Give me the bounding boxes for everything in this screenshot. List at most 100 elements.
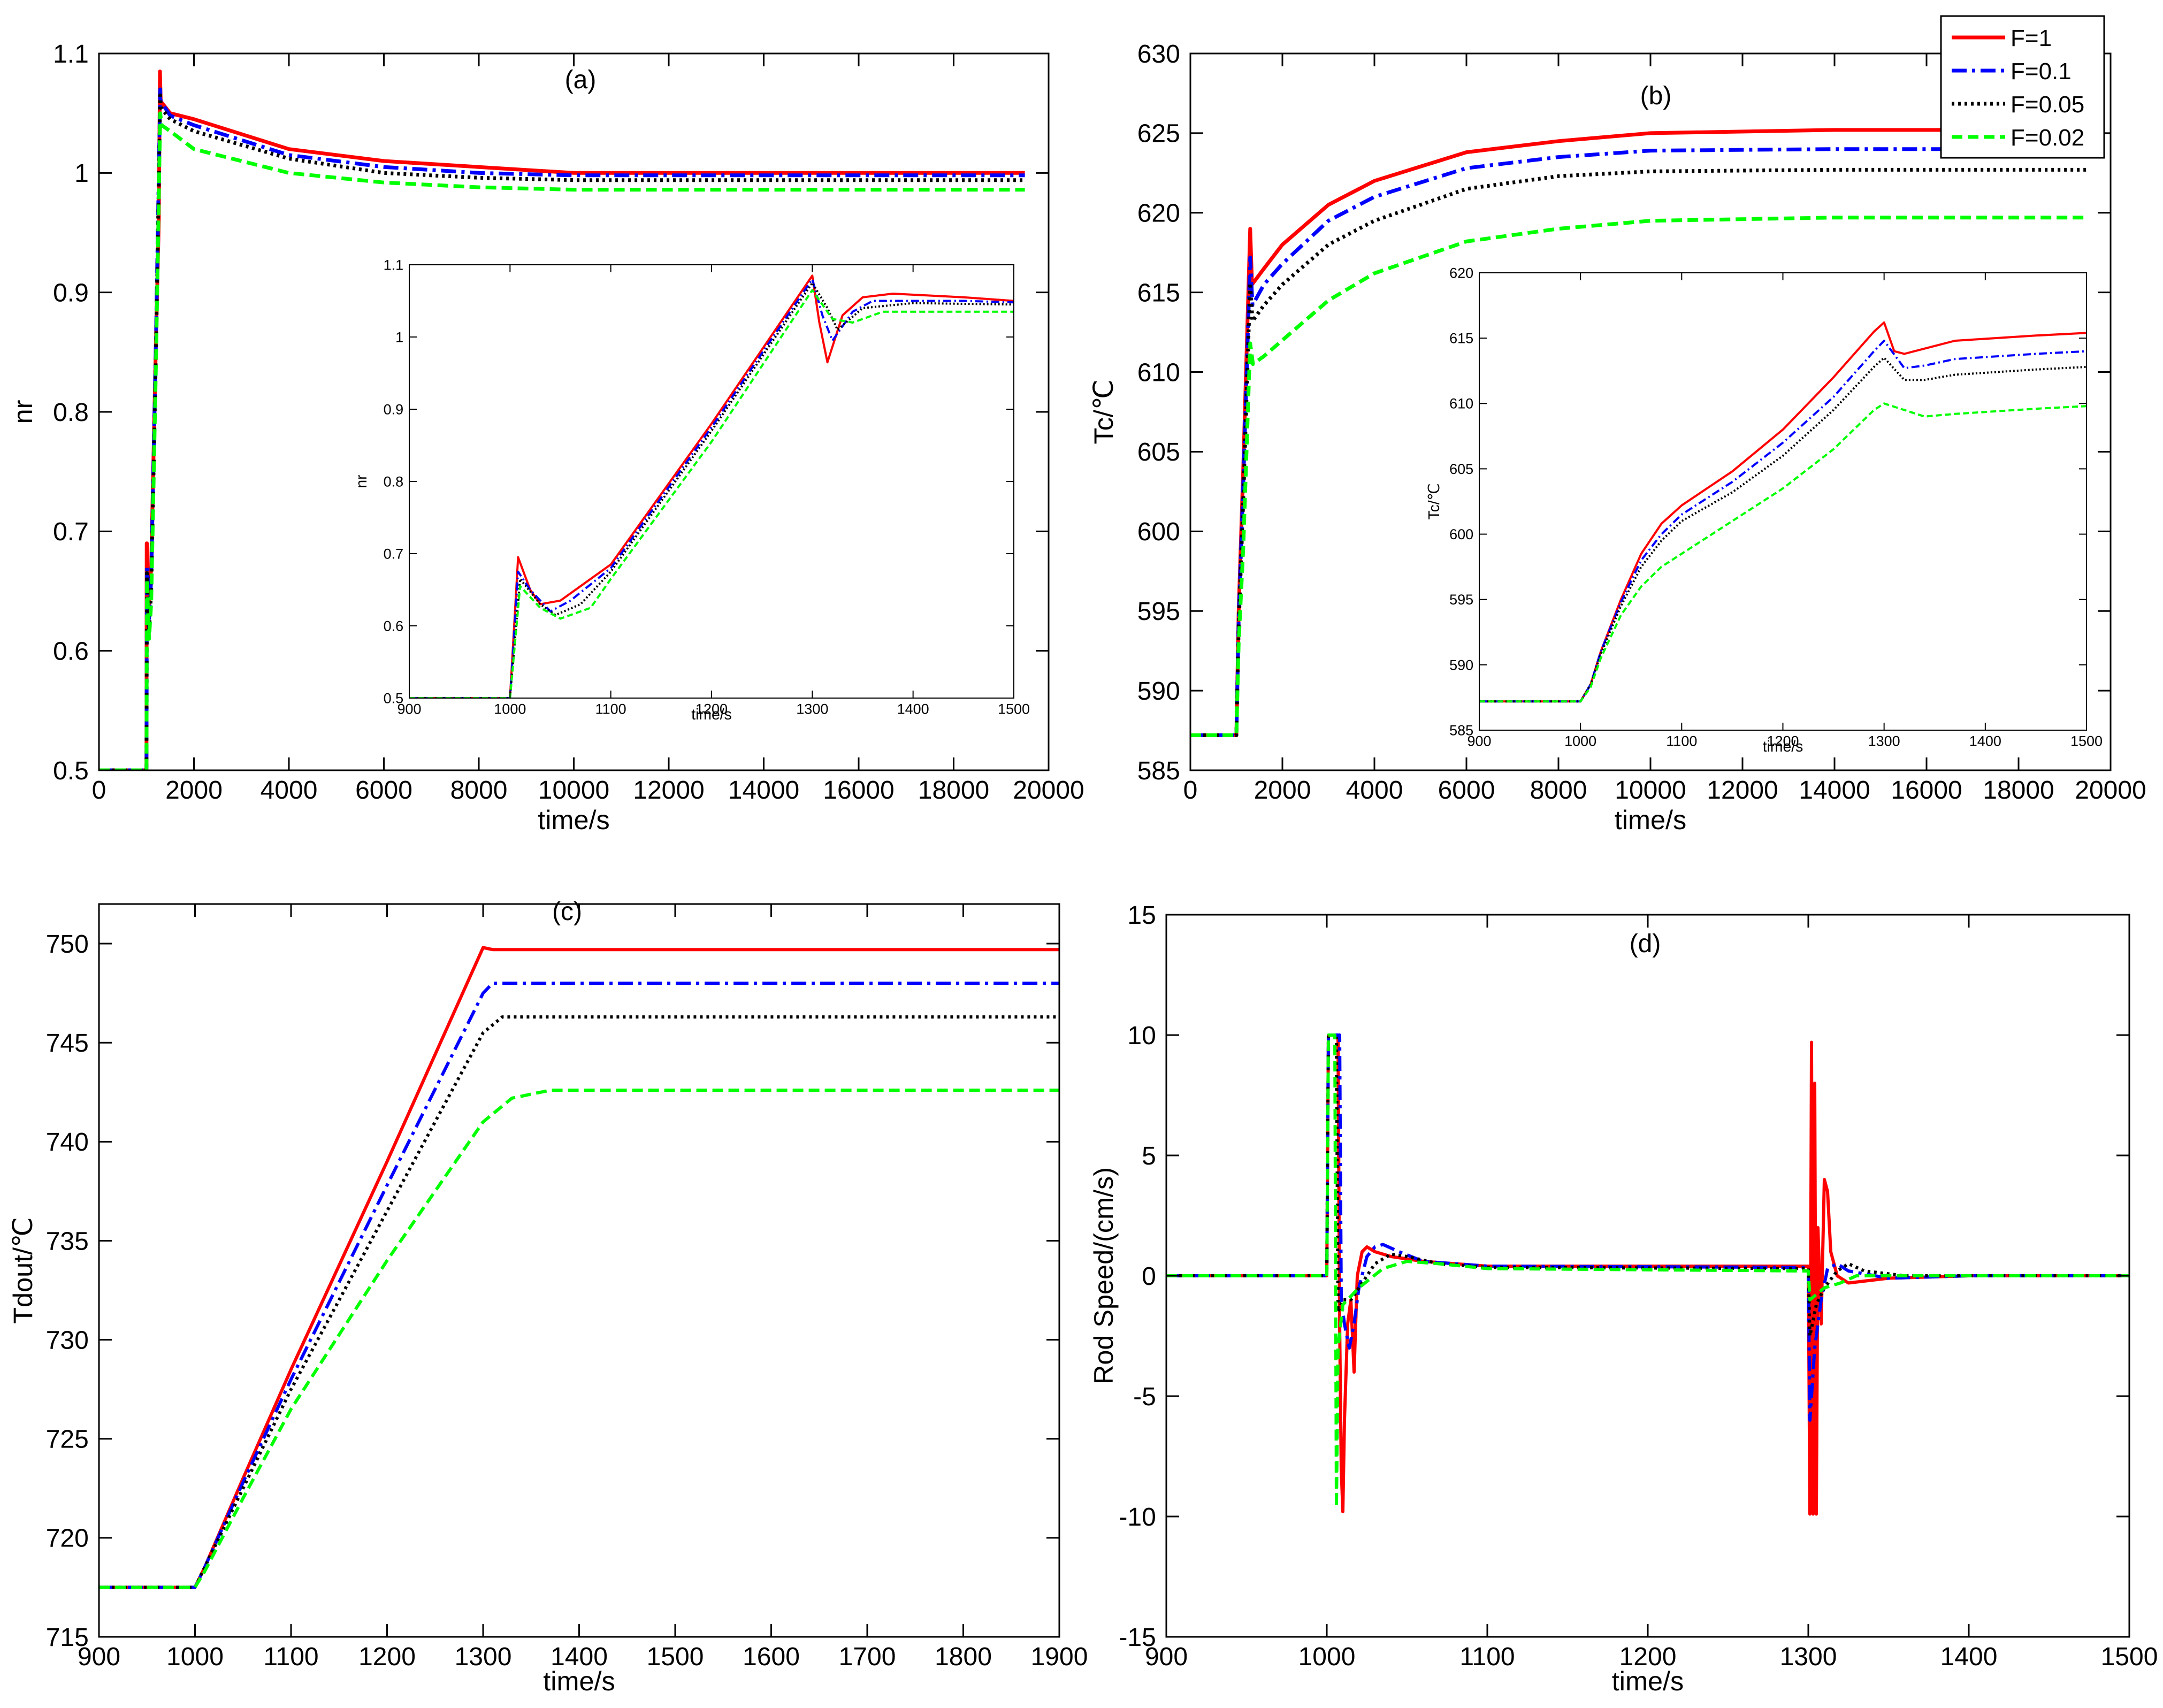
panel-b-ytick-label: 585 (1137, 757, 1180, 785)
panel-d-ytick-label: 15 (1127, 901, 1156, 930)
panel-c-ytick-label: 715 (46, 1623, 89, 1652)
panel-b-series-f002 (1190, 216, 2088, 737)
inset-b-xtick-label: 1000 (1564, 733, 1596, 749)
panel-d-ytick-label: 10 (1127, 1022, 1156, 1050)
panel-d-series-f01 (1166, 1033, 2129, 1422)
panel-c-series-f002 (99, 1089, 1059, 1589)
inset-a-series-f01 (409, 278, 1014, 698)
panel-b-inset: 900 1000 1100 1200 1300 1400 1500 585 590 595 600 6… (1426, 265, 2103, 755)
panel-c-ytick-label: 720 (46, 1525, 89, 1553)
inset-b-ylabel: Tc/℃ (1426, 483, 1443, 519)
panel-b-xtick-label: 12000 (1707, 776, 1778, 805)
panel-a-xtick-label: 16000 (823, 776, 894, 805)
panel-c-ytick-label: 735 (46, 1227, 89, 1255)
inset-b-ytick-label: 610 (1449, 396, 1473, 412)
panel-c-xtick-label: 1400 (551, 1643, 608, 1671)
legend-label-f002: F=0.02 (2011, 125, 2084, 151)
panel-b-xtick-label: 18000 (1983, 776, 2054, 805)
panel-c-xtick-label: 1800 (935, 1643, 992, 1671)
panel-c-xtick-label: 1000 (166, 1643, 224, 1671)
legend-label-f005: F=0.05 (2011, 91, 2084, 118)
inset-b-xtick-label: 1300 (1868, 733, 1900, 749)
inset-b-ytick-label: 585 (1449, 722, 1473, 738)
panel-b-xlabel: time/s (1615, 805, 1686, 835)
panel-a-xtick-label: 2000 (165, 776, 223, 805)
panel-c-ytick-label: 750 (46, 930, 89, 959)
panel-c-xtick-label: 900 (78, 1643, 120, 1671)
panel-c-xtick-label: 1500 (647, 1643, 704, 1671)
panel-b-series-f005 (1190, 167, 2088, 737)
panel-a-ytick-label: 1 (74, 159, 89, 188)
panel-d-xtick-label: 900 (1145, 1643, 1188, 1671)
chart-panel-d: 900 1000 1100 1200 1300 1400 1500 -15 -10 -5 0 5 10 1… (1088, 901, 2158, 1696)
legend-label-f01: F=0.1 (2011, 58, 2072, 85)
panel-d-xtick-label: 1300 (1780, 1643, 1837, 1671)
panel-a-ytick-label: 0.7 (53, 518, 89, 546)
panel-b-ylabel: Tc/℃ (1088, 380, 1119, 445)
panel-d-ytick-label: -15 (1119, 1623, 1156, 1652)
inset-a-xtick-label: 1400 (897, 701, 929, 717)
panel-a-xtick-label: 4000 (261, 776, 318, 805)
panel-b-xtick-label: 2000 (1254, 776, 1311, 805)
inset-a-ytick-label: 0.7 (384, 546, 404, 562)
inset-a-ytick-label: 0.5 (384, 690, 404, 706)
inset-a-xtick-label: 1300 (796, 701, 828, 717)
inset-a-ytick-label: 1 (395, 329, 403, 345)
panel-b-series-f1 (1190, 128, 2088, 737)
panel-b-xtick-label: 20000 (2075, 776, 2146, 805)
panel-c-ytick-label: 745 (46, 1029, 89, 1058)
panel-d-xtick-label: 1500 (2101, 1643, 2158, 1671)
panel-a-series-f002 (99, 111, 1025, 770)
panel-d-xtick-label: 1200 (1619, 1643, 1677, 1671)
panel-b-ytick-label: 620 (1137, 200, 1180, 228)
inset-a-xtick-label: 900 (397, 701, 421, 717)
panel-d-ytick-label: 0 (1142, 1262, 1156, 1291)
panel-a-ytick-label: 1.1 (53, 40, 89, 68)
panel-d-xtick-label: 1400 (1940, 1643, 1998, 1671)
panel-b-ytick-label: 630 (1137, 40, 1180, 68)
panel-c-plot-frame (98, 903, 1060, 1638)
inset-b-xtick-label: 1500 (2070, 733, 2103, 749)
panel-c-xtick-label: 1600 (743, 1643, 800, 1671)
inset-b-series-f002 (1479, 402, 2086, 703)
panel-b-xtick-label: 16000 (1891, 776, 1962, 805)
panel-c-xtick-label: 1300 (455, 1643, 512, 1671)
inset-b-xtick-label: 1200 (1767, 733, 1799, 749)
panel-c-series-f01 (99, 982, 1059, 1589)
inset-b-xlabel: time/s (1763, 738, 1803, 755)
panel-a-series-f1 (99, 70, 1025, 770)
panel-d-xtick-label: 1000 (1298, 1643, 1356, 1671)
inset-b-ytick-label: 600 (1449, 526, 1473, 542)
panel-b-ytick-label: 605 (1137, 438, 1180, 466)
panel-a-xtick-label: 14000 (728, 776, 799, 805)
inset-a-ylabel: nr (353, 474, 370, 488)
panel-a-xtick-label: 18000 (918, 776, 989, 805)
panel-a-ytick-label: 0.6 (53, 637, 89, 665)
panel-d-series-f002 (1166, 1033, 2129, 1508)
panel-c-ytick-label: 725 (46, 1426, 89, 1454)
panel-a-ytick-label: 0.9 (53, 279, 89, 307)
panel-a-xtick-label: 20000 (1013, 776, 1084, 805)
panel-c-xtick-label: 1100 (263, 1643, 318, 1671)
inset-a-ytick-label: 0.8 (384, 473, 404, 489)
legend-label-f1: F=1 (2011, 25, 2052, 51)
panel-c-ylabel: Tdout/℃ (7, 1217, 38, 1323)
panel-b-xtick-label: 0 (1183, 776, 1198, 805)
panel-c-xtick-label: 1700 (839, 1643, 896, 1671)
panel-b-xtick-label: 10000 (1615, 776, 1686, 805)
chart-panel-a: 0 2000 4000 6000 8000 10000 12000 14000 16000 180… (7, 40, 1084, 835)
inset-b-xtick-label: 900 (1467, 733, 1491, 749)
inset-b-xtick-label: 1100 (1666, 733, 1697, 749)
panel-a-ytick-label: 0.5 (53, 757, 89, 785)
panel-b-ytick-label: 615 (1137, 279, 1180, 307)
inset-b-xtick-label: 1400 (1969, 733, 2001, 749)
panel-d-title: (d) (1630, 930, 1661, 958)
panel-c-title: (c) (552, 898, 582, 926)
chart-panel-b: 0 2000 4000 6000 8000 10000 12000 14000 16000 180… (1088, 40, 2146, 835)
inset-a-xtick-label: 1200 (695, 701, 728, 717)
panel-a-xtick-label: 12000 (633, 776, 704, 805)
panel-d-ytick-label: -10 (1119, 1503, 1156, 1531)
panel-c-xlabel: time/s (543, 1666, 615, 1696)
panel-d-ylabel: Rod Speed/(cm/s) (1088, 1167, 1119, 1384)
